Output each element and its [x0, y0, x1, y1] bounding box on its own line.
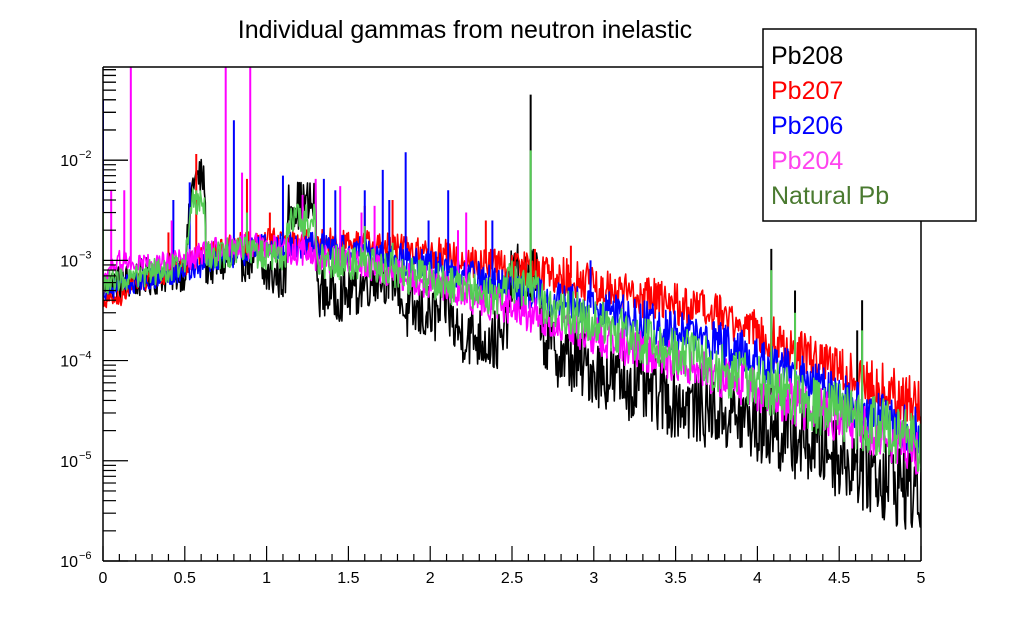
x-tick-label: 2	[426, 570, 435, 587]
x-tick-label: 1	[262, 570, 271, 587]
y-tick-label-base: 10	[60, 554, 78, 571]
series-layer	[103, 67, 921, 530]
y-tick-label-exponent: −6	[79, 550, 92, 562]
legend-entry-pb208: Pb208	[771, 42, 843, 70]
y-axis-ticks: 10−610−510−410−310−2	[60, 69, 128, 571]
y-tick-label-base: 10	[60, 153, 78, 170]
legend-entry-pb204: Pb204	[771, 147, 843, 175]
legend-entry-pb207: Pb207	[771, 77, 843, 105]
legend-box	[762, 28, 977, 222]
x-tick-label: 3	[589, 570, 598, 587]
series-pb204	[103, 67, 921, 475]
x-axis-ticks: 0 0.5 1 1.5 2 2.5 3 3.5 4 4.5 5	[99, 546, 926, 587]
x-tick-label: 2.5	[501, 570, 523, 587]
y-tick-label-exponent: −4	[79, 350, 92, 362]
x-tick-label: 4	[753, 570, 762, 587]
legend: Pb208 Pb207 Pb206 Pb204 Natural Pb	[762, 28, 977, 222]
chart-title: Individual gammas from neutron inelastic	[238, 16, 692, 44]
y-tick-label-base: 10	[60, 454, 78, 471]
legend-entry-natural-pb: Natural Pb	[771, 182, 889, 210]
x-tick-label: 1.5	[337, 570, 359, 587]
series-line	[103, 188, 921, 473]
y-tick-label-exponent: −2	[79, 149, 92, 161]
y-tick-label-exponent: −5	[79, 450, 92, 462]
y-tick-label-exponent: −3	[79, 249, 92, 261]
x-tick-label: 5	[917, 570, 926, 587]
legend-entry-pb206: Pb206	[771, 112, 843, 140]
series-natural-pb	[103, 150, 921, 473]
y-tick-label-base: 10	[60, 253, 78, 270]
x-tick-label: 4.5	[828, 570, 850, 587]
y-tick-label-base: 10	[60, 354, 78, 371]
x-tick-label: 0	[99, 570, 108, 587]
x-tick-label: 3.5	[664, 570, 686, 587]
x-tick-label: 0.5	[174, 570, 196, 587]
